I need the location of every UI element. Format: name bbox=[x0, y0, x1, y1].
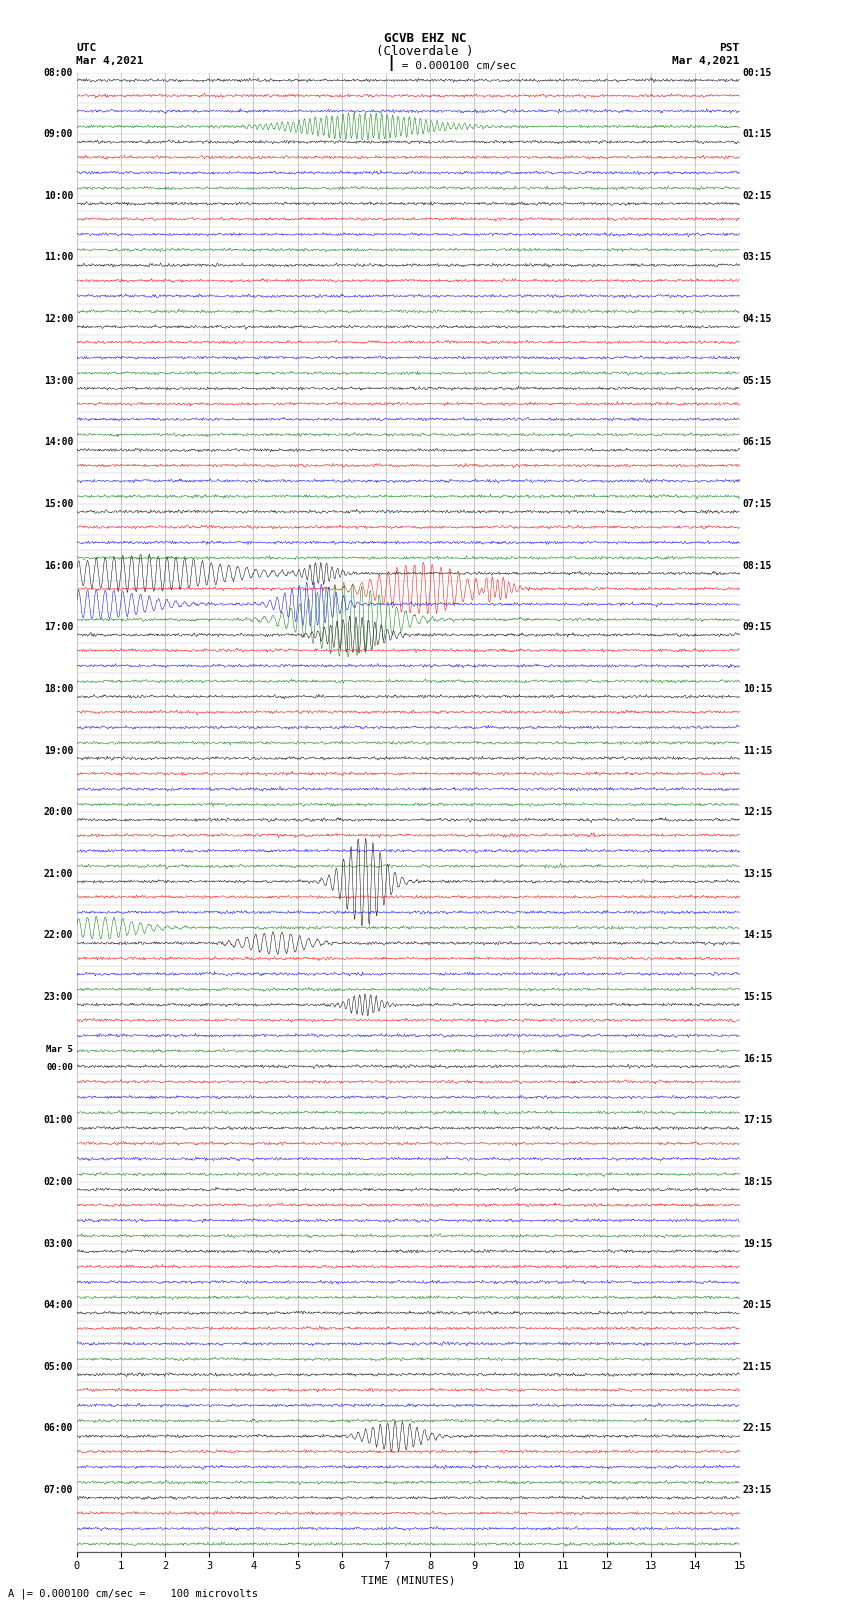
Text: 09:00: 09:00 bbox=[44, 129, 73, 139]
Text: = 0.000100 cm/sec: = 0.000100 cm/sec bbox=[395, 61, 517, 71]
Text: 12:15: 12:15 bbox=[743, 806, 772, 818]
Text: 09:15: 09:15 bbox=[743, 623, 772, 632]
Text: 07:15: 07:15 bbox=[743, 498, 772, 510]
Text: 04:00: 04:00 bbox=[44, 1300, 73, 1310]
Text: 19:15: 19:15 bbox=[743, 1239, 772, 1248]
Text: 13:15: 13:15 bbox=[743, 869, 772, 879]
Text: 14:15: 14:15 bbox=[743, 931, 772, 940]
Text: 03:15: 03:15 bbox=[743, 253, 772, 263]
Text: 14:00: 14:00 bbox=[44, 437, 73, 447]
Text: 23:15: 23:15 bbox=[743, 1486, 772, 1495]
Text: 01:00: 01:00 bbox=[44, 1115, 73, 1126]
Text: 02:15: 02:15 bbox=[743, 190, 772, 202]
Text: 22:00: 22:00 bbox=[44, 931, 73, 940]
Text: 20:00: 20:00 bbox=[44, 806, 73, 818]
Text: 13:00: 13:00 bbox=[44, 376, 73, 386]
Text: 06:15: 06:15 bbox=[743, 437, 772, 447]
Text: UTC: UTC bbox=[76, 44, 97, 53]
Text: 21:15: 21:15 bbox=[743, 1361, 772, 1371]
Text: 03:00: 03:00 bbox=[44, 1239, 73, 1248]
Text: 02:00: 02:00 bbox=[44, 1177, 73, 1187]
Text: 20:15: 20:15 bbox=[743, 1300, 772, 1310]
Text: 08:15: 08:15 bbox=[743, 561, 772, 571]
Text: 10:15: 10:15 bbox=[743, 684, 772, 694]
Text: 10:00: 10:00 bbox=[44, 190, 73, 202]
Text: 08:00: 08:00 bbox=[44, 68, 73, 77]
Text: 19:00: 19:00 bbox=[44, 745, 73, 755]
Text: 05:15: 05:15 bbox=[743, 376, 772, 386]
Text: Mar 4,2021: Mar 4,2021 bbox=[76, 56, 144, 66]
Text: 00:00: 00:00 bbox=[46, 1063, 73, 1073]
Text: 12:00: 12:00 bbox=[44, 315, 73, 324]
Text: 16:00: 16:00 bbox=[44, 561, 73, 571]
Text: A |= 0.000100 cm/sec =    100 microvolts: A |= 0.000100 cm/sec = 100 microvolts bbox=[8, 1589, 258, 1598]
Text: 01:15: 01:15 bbox=[743, 129, 772, 139]
Text: PST: PST bbox=[719, 44, 740, 53]
Text: 00:15: 00:15 bbox=[743, 68, 772, 77]
Text: 22:15: 22:15 bbox=[743, 1423, 772, 1434]
Text: 11:00: 11:00 bbox=[44, 253, 73, 263]
Text: 17:15: 17:15 bbox=[743, 1115, 772, 1126]
Text: 16:15: 16:15 bbox=[743, 1053, 772, 1063]
Text: 15:00: 15:00 bbox=[44, 498, 73, 510]
Text: 05:00: 05:00 bbox=[44, 1361, 73, 1371]
Text: 06:00: 06:00 bbox=[44, 1423, 73, 1434]
Text: 04:15: 04:15 bbox=[743, 315, 772, 324]
Text: Mar 4,2021: Mar 4,2021 bbox=[672, 56, 740, 66]
Text: 23:00: 23:00 bbox=[44, 992, 73, 1002]
Text: 11:15: 11:15 bbox=[743, 745, 772, 755]
Text: 07:00: 07:00 bbox=[44, 1486, 73, 1495]
Text: Mar 5: Mar 5 bbox=[46, 1045, 73, 1055]
Text: (Cloverdale ): (Cloverdale ) bbox=[377, 45, 473, 58]
Text: 15:15: 15:15 bbox=[743, 992, 772, 1002]
Text: 17:00: 17:00 bbox=[44, 623, 73, 632]
Text: GCVB EHZ NC: GCVB EHZ NC bbox=[383, 32, 467, 45]
X-axis label: TIME (MINUTES): TIME (MINUTES) bbox=[360, 1576, 456, 1586]
Text: |: | bbox=[386, 55, 395, 71]
Text: 21:00: 21:00 bbox=[44, 869, 73, 879]
Text: 18:15: 18:15 bbox=[743, 1177, 772, 1187]
Text: 18:00: 18:00 bbox=[44, 684, 73, 694]
